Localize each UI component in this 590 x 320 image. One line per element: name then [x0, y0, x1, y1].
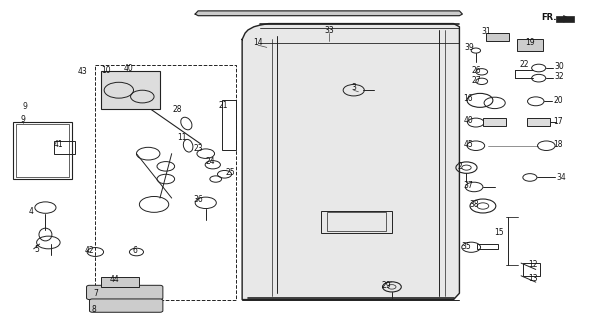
- Bar: [523, 263, 540, 276]
- Bar: [477, 244, 497, 250]
- Text: 8: 8: [91, 305, 96, 314]
- Text: 32: 32: [555, 72, 564, 81]
- Bar: [101, 277, 139, 287]
- Bar: [483, 118, 506, 126]
- Bar: [16, 124, 69, 178]
- Text: 26: 26: [471, 66, 481, 75]
- Text: 16: 16: [463, 94, 473, 103]
- Text: 35: 35: [461, 242, 471, 251]
- Text: 38: 38: [469, 200, 479, 209]
- Text: 31: 31: [481, 27, 491, 36]
- Bar: [517, 39, 543, 51]
- Text: 36: 36: [194, 195, 204, 204]
- Text: 17: 17: [553, 117, 563, 126]
- Text: 23: 23: [194, 144, 204, 153]
- Text: 2: 2: [457, 162, 462, 171]
- Text: 27: 27: [471, 76, 481, 85]
- Text: 44: 44: [110, 276, 120, 284]
- Text: 18: 18: [553, 140, 563, 149]
- Bar: [486, 33, 509, 41]
- FancyBboxPatch shape: [90, 299, 163, 312]
- Polygon shape: [556, 16, 574, 22]
- Text: 33: 33: [324, 26, 334, 35]
- Bar: [322, 211, 392, 233]
- Text: 15: 15: [494, 228, 504, 237]
- Bar: [327, 212, 386, 231]
- Text: 6: 6: [133, 246, 137, 255]
- Text: 20: 20: [553, 96, 563, 105]
- Bar: [13, 122, 72, 179]
- FancyBboxPatch shape: [87, 285, 163, 300]
- Bar: [222, 100, 236, 150]
- Text: 9: 9: [20, 115, 25, 124]
- Polygon shape: [195, 11, 463, 16]
- Text: 5: 5: [34, 245, 39, 254]
- Text: 11: 11: [177, 133, 186, 142]
- Text: 41: 41: [54, 140, 64, 149]
- Text: 39: 39: [464, 43, 474, 52]
- Text: 45: 45: [463, 140, 473, 149]
- Text: 19: 19: [525, 38, 535, 47]
- Polygon shape: [242, 24, 460, 300]
- Text: 28: 28: [172, 105, 182, 114]
- Bar: [54, 141, 75, 154]
- Text: FR.: FR.: [541, 13, 556, 22]
- Text: 12: 12: [528, 260, 537, 268]
- Text: 40: 40: [463, 116, 473, 125]
- Text: 29: 29: [381, 281, 391, 290]
- Text: 14: 14: [253, 38, 263, 47]
- Text: 7: 7: [93, 289, 98, 298]
- Text: 9: 9: [22, 101, 27, 111]
- Text: 42: 42: [84, 246, 94, 255]
- Text: 34: 34: [556, 173, 566, 182]
- Text: 21: 21: [219, 101, 228, 110]
- Text: 22: 22: [519, 60, 529, 69]
- Text: 3: 3: [351, 83, 356, 92]
- Text: 40: 40: [123, 63, 133, 73]
- Bar: [101, 71, 160, 109]
- Text: 4: 4: [28, 207, 33, 216]
- Text: 10: 10: [101, 66, 111, 75]
- Text: 37: 37: [463, 181, 473, 190]
- Text: 24: 24: [206, 157, 215, 166]
- Text: 13: 13: [528, 274, 537, 283]
- Text: 25: 25: [225, 168, 235, 177]
- Bar: [527, 118, 550, 126]
- Text: 30: 30: [555, 62, 564, 71]
- Text: 43: 43: [77, 67, 87, 76]
